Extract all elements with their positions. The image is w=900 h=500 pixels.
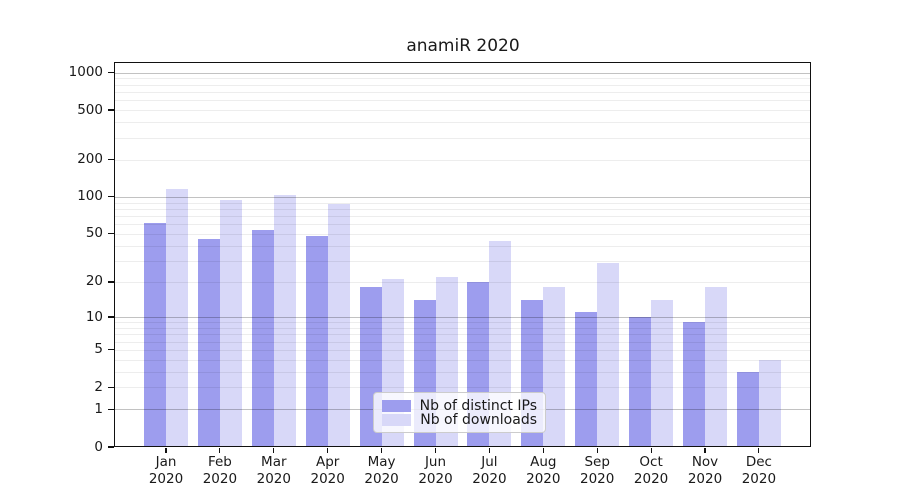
bar-distinct-ips-dec <box>736 371 759 447</box>
minor-gridline <box>115 159 811 161</box>
legend-swatch-downloads-icon <box>382 414 412 426</box>
minor-gridline <box>115 233 811 235</box>
minor-gridline <box>115 215 811 217</box>
bar-distinct-ips-oct <box>629 317 652 447</box>
x-axis-tick <box>434 448 437 453</box>
y-axis-tick <box>108 71 114 74</box>
bar-downloads-mar <box>273 195 296 447</box>
x-axis-tick <box>273 448 275 453</box>
y-axis-tick <box>108 349 114 351</box>
y-axis-tick-label: 1 <box>94 400 103 417</box>
minor-gridline <box>115 137 811 139</box>
bar-downloads-jan <box>166 188 188 447</box>
minor-gridline <box>115 245 811 247</box>
bar-downloads-apr <box>327 203 350 447</box>
y-axis-tick <box>108 446 114 448</box>
minor-gridline <box>115 341 811 343</box>
minor-gridline <box>115 78 811 80</box>
x-axis-tick <box>596 448 598 453</box>
bar-distinct-ips-mar <box>251 229 274 447</box>
chart-title: anamiR 2020 <box>406 36 520 56</box>
bar-distinct-ips-apr <box>305 236 328 447</box>
x-axis-tick <box>704 448 706 453</box>
x-axis-tick-label: Nov 2020 <box>687 454 723 487</box>
x-axis-tick <box>758 448 760 453</box>
minor-gridline <box>115 202 811 204</box>
minor-gridline <box>115 122 811 124</box>
x-axis-tick <box>327 448 329 453</box>
y-axis-tick-label: 20 <box>85 273 103 290</box>
bar-downloads-feb <box>219 199 242 447</box>
x-axis-tick-label: Dec 2020 <box>741 454 777 487</box>
minor-gridline <box>115 224 811 226</box>
x-axis-tick-label: Jun 2020 <box>418 454 453 487</box>
minor-gridline <box>115 359 811 361</box>
minor-gridline <box>115 281 811 283</box>
x-axis-tick-label: Jan 2020 <box>148 454 184 487</box>
minor-gridline <box>115 84 811 86</box>
y-axis-tick-label: 5 <box>94 341 103 358</box>
minor-gridline <box>115 91 811 93</box>
bar-distinct-ips-nov <box>683 322 705 447</box>
y-axis-tick-label: 10 <box>85 308 103 325</box>
y-axis-tick <box>108 109 114 111</box>
legend: Nb of distinct IPs Nb of downloads <box>373 392 546 433</box>
bar-downloads-sep <box>597 262 620 447</box>
bar-distinct-ips-sep <box>575 312 598 447</box>
legend-label-distinct-ips: Nb of distinct IPs <box>419 398 537 414</box>
legend-swatch-distinct-ips-icon <box>382 400 411 412</box>
minor-gridline <box>115 334 811 336</box>
y-axis-tick-label: 200 <box>77 151 103 168</box>
bar-downloads-dec <box>758 359 781 447</box>
bar-downloads-nov <box>705 287 727 447</box>
minor-gridline <box>115 322 811 324</box>
x-axis-tick <box>219 448 221 453</box>
legend-label-downloads: Nb of downloads <box>420 412 537 428</box>
x-axis-tick-label: Jul 2020 <box>472 454 507 487</box>
legend-entry-distinct-ips: Nb of distinct IPs <box>382 398 537 414</box>
y-axis-tick-label: 100 <box>77 188 103 205</box>
minor-gridline <box>115 260 811 262</box>
y-axis-tick <box>108 196 114 198</box>
y-axis-tick <box>108 408 114 411</box>
y-axis-tick <box>108 281 114 283</box>
x-axis-tick <box>542 448 544 453</box>
major-gridline <box>115 317 811 319</box>
bar-downloads-oct <box>651 300 674 447</box>
minor-gridline <box>115 349 811 351</box>
y-axis-tick-label: 500 <box>77 101 103 118</box>
minor-gridline <box>115 387 811 389</box>
y-axis-tick-label: 0 <box>94 438 103 455</box>
x-axis-tick-label: Apr 2020 <box>310 454 345 487</box>
x-axis-tick-label: May 2020 <box>364 454 399 487</box>
bar-distinct-ips-feb <box>197 239 220 447</box>
x-axis-tick <box>165 448 167 453</box>
y-axis-tick-label: 50 <box>85 225 103 242</box>
x-axis-tick-label: Mar 2020 <box>256 454 291 487</box>
x-axis-tick-label: Sep 2020 <box>580 454 615 487</box>
y-axis-tick <box>108 158 114 161</box>
y-axis-tick <box>108 316 114 318</box>
x-axis-tick <box>381 448 383 453</box>
legend-entry-downloads: Nb of downloads <box>382 412 537 428</box>
minor-gridline <box>115 100 811 102</box>
minor-gridline <box>115 327 811 329</box>
minor-gridline <box>115 110 811 112</box>
x-axis-tick-label: Oct 2020 <box>633 454 669 487</box>
x-axis-tick <box>488 448 490 453</box>
minor-gridline <box>115 371 811 373</box>
y-axis-tick-label: 1000 <box>68 64 103 81</box>
y-axis-tick <box>108 386 114 389</box>
x-axis-tick <box>650 448 652 453</box>
x-axis-tick-label: Aug 2020 <box>526 454 561 487</box>
y-axis-tick-label: 2 <box>94 378 103 395</box>
bar-downloads-aug <box>543 287 566 447</box>
y-axis-tick <box>108 233 114 235</box>
major-gridline <box>115 196 811 198</box>
minor-gridline <box>115 208 811 210</box>
bar-distinct-ips-jan <box>144 223 166 447</box>
major-gridline <box>115 72 811 74</box>
x-axis-tick-label: Feb 2020 <box>202 454 238 487</box>
